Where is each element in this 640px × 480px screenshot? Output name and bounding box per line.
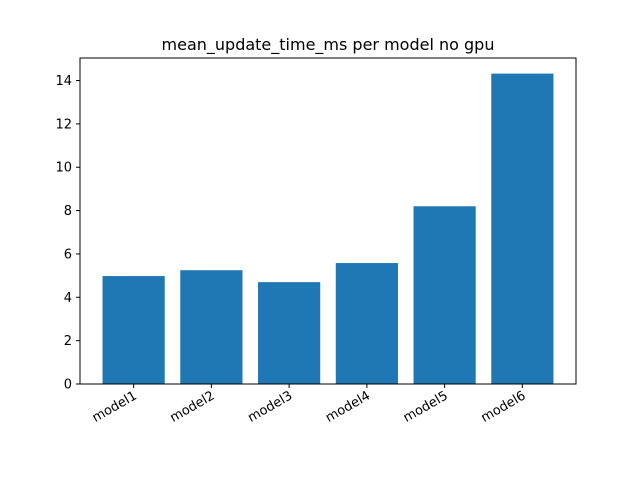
y-tick-label: 0 xyxy=(64,378,72,393)
y-tick-label: 14 xyxy=(55,74,72,89)
x-tick-label: model1 xyxy=(90,388,140,425)
bar-model1 xyxy=(102,276,165,384)
y-tick-label: 12 xyxy=(55,117,72,132)
y-axis: 0 2 4 6 8 10 12 14 xyxy=(55,74,80,393)
y-tick-label: 6 xyxy=(64,247,72,262)
x-tick-label: model2 xyxy=(168,388,218,425)
bar-model3 xyxy=(258,282,321,384)
x-axis: model1 model2 model3 model4 model5 model6 xyxy=(90,384,528,426)
bar-model6 xyxy=(491,73,554,384)
bar-model5 xyxy=(413,206,476,384)
chart-title: mean_update_time_ms per model no gpu xyxy=(162,35,495,55)
y-tick-label: 2 xyxy=(64,334,72,349)
y-tick-label: 4 xyxy=(64,291,72,306)
plot-frame xyxy=(79,57,577,385)
x-tick-label: model6 xyxy=(479,388,529,425)
bar-model2 xyxy=(180,270,243,384)
x-tick-label: model4 xyxy=(323,388,373,425)
x-tick-label: model3 xyxy=(245,388,295,425)
x-tick-label: model5 xyxy=(401,388,451,425)
y-tick-label: 10 xyxy=(55,161,72,176)
bar-model4 xyxy=(335,263,398,384)
bars-group xyxy=(102,73,554,384)
y-tick-label: 8 xyxy=(64,204,72,219)
